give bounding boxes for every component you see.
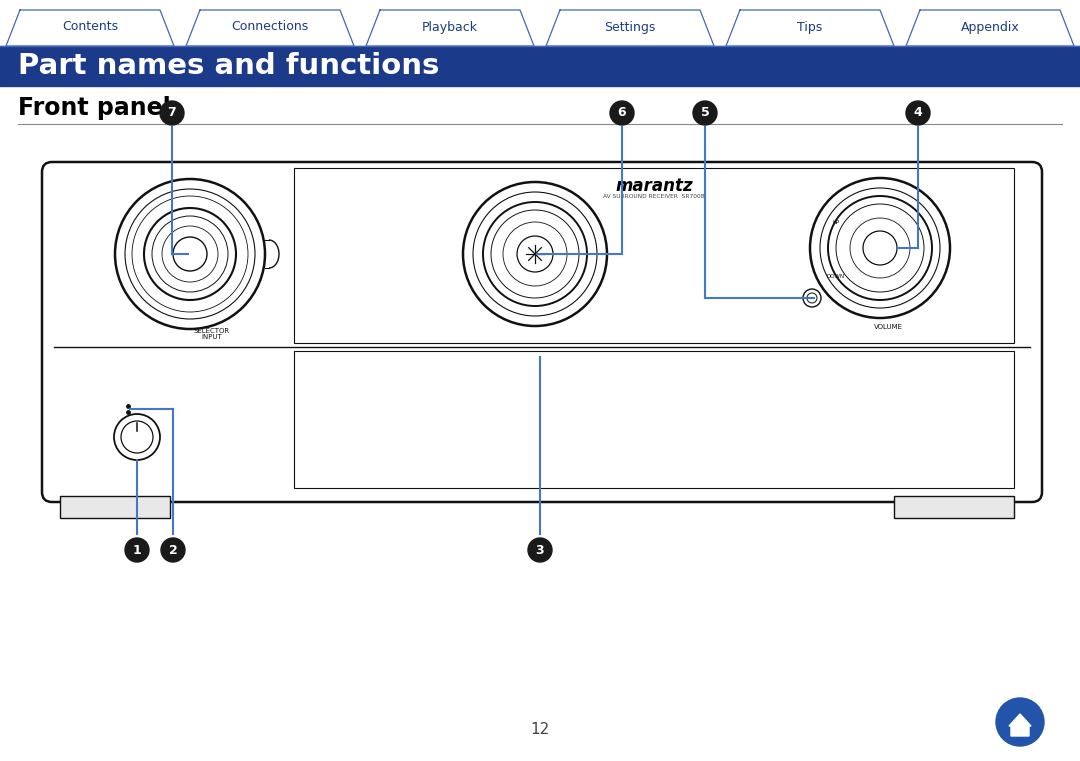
Text: 12: 12	[530, 722, 550, 737]
Polygon shape	[906, 10, 1074, 46]
Text: Playback: Playback	[422, 21, 478, 33]
Text: 7: 7	[167, 107, 176, 119]
Bar	[894, 496, 1014, 518]
Circle shape	[161, 538, 185, 562]
Polygon shape	[546, 10, 714, 46]
Text: Connections: Connections	[231, 21, 309, 33]
Text: Appendix: Appendix	[960, 21, 1020, 33]
Text: VOLUME: VOLUME	[874, 324, 903, 330]
Text: Front panel: Front panel	[18, 96, 171, 120]
Text: 5: 5	[701, 107, 710, 119]
Circle shape	[996, 698, 1044, 746]
Text: AV SURROUND RECEIVER  SR7008: AV SURROUND RECEIVER SR7008	[604, 193, 705, 199]
Polygon shape	[186, 10, 354, 46]
Text: Tips: Tips	[797, 21, 823, 33]
Text: Part names and functions: Part names and functions	[18, 52, 440, 80]
Circle shape	[610, 101, 634, 125]
Text: 6: 6	[618, 107, 626, 119]
Text: SELECTOR: SELECTOR	[194, 328, 230, 334]
Text: UP: UP	[833, 219, 839, 224]
Circle shape	[160, 101, 184, 125]
Polygon shape	[6, 10, 174, 46]
Circle shape	[125, 538, 149, 562]
Bar	[60, 496, 170, 518]
Text: Contents: Contents	[62, 21, 118, 33]
Text: 3: 3	[536, 543, 544, 556]
Text: 1: 1	[133, 543, 141, 556]
Text: marantz: marantz	[616, 177, 692, 195]
FancyBboxPatch shape	[42, 162, 1042, 502]
Polygon shape	[726, 10, 894, 46]
Circle shape	[693, 101, 717, 125]
Text: Settings: Settings	[605, 21, 656, 33]
Text: 4: 4	[914, 107, 922, 119]
Text: INPUT: INPUT	[202, 334, 222, 340]
Circle shape	[528, 538, 552, 562]
Text: DOWN: DOWN	[827, 273, 845, 279]
Circle shape	[906, 101, 930, 125]
Bar	[294, 168, 1014, 343]
Polygon shape	[1009, 714, 1031, 736]
Text: 2: 2	[168, 543, 177, 556]
Bar	[294, 351, 1014, 488]
Polygon shape	[366, 10, 534, 46]
